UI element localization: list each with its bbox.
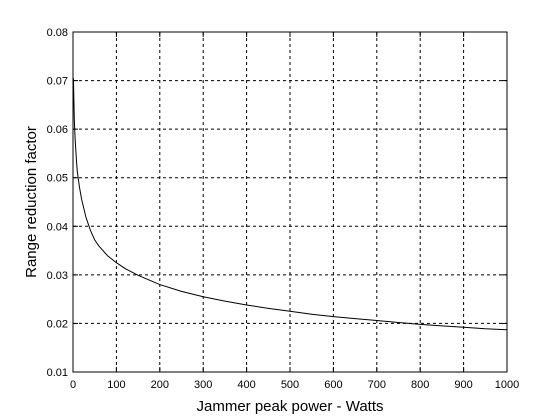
x-tick-label: 400 (237, 379, 255, 391)
x-tick-label: 1000 (495, 379, 519, 391)
y-tick-label: 0.01 (47, 367, 68, 379)
x-tick-label: 200 (151, 379, 169, 391)
y-tick-label: 0.03 (47, 270, 68, 282)
y-axis-label: Range reduction factor (23, 126, 40, 278)
y-tick-label: 0.06 (47, 124, 68, 136)
y-tick-label: 0.02 (47, 318, 68, 330)
x-tick-label: 800 (411, 379, 429, 391)
y-tick-label: 0.07 (47, 76, 68, 88)
x-tick-labels: 0 100 200 300 400 500 600 700 800 900 1000 (70, 379, 519, 391)
x-tick-label: 700 (368, 379, 386, 391)
y-tick-label: 0.04 (47, 221, 68, 233)
x-tick-label: 500 (281, 379, 299, 391)
grid (73, 32, 507, 372)
y-tick-labels: 0.01 0.02 0.03 0.04 0.05 0.06 0.07 0.08 (47, 27, 68, 379)
series-line (72, 78, 508, 331)
x-tick-label: 300 (194, 379, 212, 391)
y-tick-label: 0.08 (47, 27, 68, 39)
x-tick-label: 100 (107, 379, 125, 391)
x-axis-label: Jammer peak power - Watts (197, 398, 384, 415)
x-tick-label: 0 (70, 379, 76, 391)
plot-frame (72, 31, 508, 373)
y-tick-label: 0.05 (47, 173, 68, 185)
x-tick-label: 600 (324, 379, 342, 391)
x-tick-label: 900 (454, 379, 472, 391)
